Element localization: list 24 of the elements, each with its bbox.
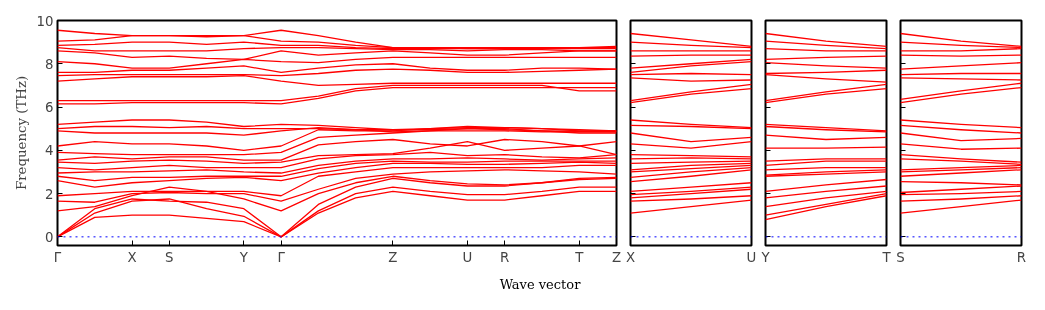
x-axis-title: Wave vector (499, 276, 581, 294)
y-tick-label: 2 (45, 186, 54, 202)
x-tick-label: U (462, 249, 473, 265)
y-tick-label: 0 (45, 229, 54, 245)
x-tick-label: R (1016, 249, 1027, 265)
x-tick-label: R (500, 249, 510, 265)
x-tick-label: Y (238, 249, 249, 265)
x-tick-label: Γ (277, 249, 286, 265)
x-tick-label: U (746, 249, 757, 265)
x-tick-label: Y (760, 249, 771, 265)
x-tick-label: Z (611, 249, 622, 265)
x-tick-label: T (574, 249, 585, 265)
x-tick-label: S (165, 249, 174, 265)
x-tick-label: X (127, 249, 137, 265)
x-tick-label: S (896, 249, 905, 265)
x-tick-label: Γ (53, 249, 62, 265)
y-tick-label: 4 (45, 143, 54, 159)
y-tick-label: 8 (45, 56, 54, 72)
x-tick-label: Z (388, 249, 398, 265)
y-tick-label: 10 (36, 13, 54, 29)
x-tick-label: X (625, 249, 636, 265)
x-tick-label: T (881, 249, 892, 265)
y-tick-label: 6 (45, 100, 54, 116)
y-axis-title: Frequency (THz) (13, 75, 29, 191)
